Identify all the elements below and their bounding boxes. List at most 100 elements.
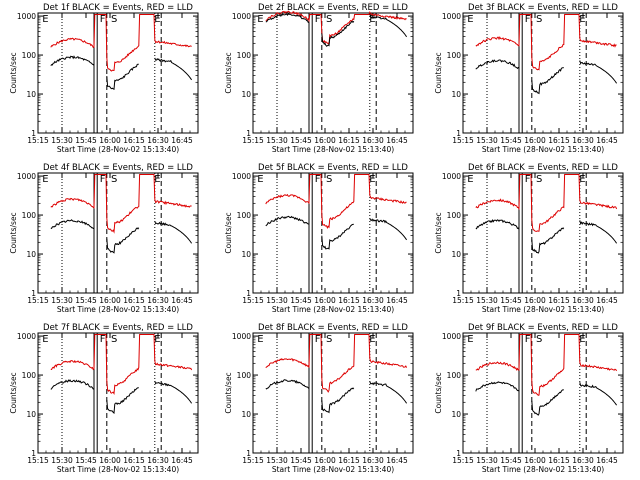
y-tick-label: 10	[241, 250, 251, 259]
series-events	[579, 382, 618, 406]
y-tick-label: 1	[31, 449, 36, 458]
series-events	[321, 223, 354, 250]
x-tick-label: 15:30	[266, 136, 288, 145]
series-lld	[50, 14, 192, 72]
y-axis-label: Counts/sec	[434, 52, 443, 93]
y-tick-label: 1	[246, 449, 251, 458]
x-axis-label: Start Time (28-Nov-02 15:13:40)	[57, 305, 179, 314]
y-tick-label: 1000	[17, 12, 36, 21]
series-events	[154, 220, 193, 244]
x-tick-label: 15:45	[500, 296, 522, 305]
x-tick-label: 15:15	[242, 136, 264, 145]
x-tick-label: 16:45	[171, 296, 193, 305]
series-events	[50, 219, 95, 230]
marker-label: F	[100, 14, 106, 25]
series-events	[265, 12, 310, 23]
marker-label: F	[315, 14, 321, 25]
panel-9: Det 9f BLACK = Events, RED = LLD 1 10 100 10…	[434, 323, 624, 474]
y-tick-label: 1	[246, 129, 251, 138]
x-tick-label: 16:00	[524, 456, 546, 465]
x-tick-label: 15:30	[476, 456, 498, 465]
marker-label: E	[579, 334, 585, 345]
x-tick-label: 16:45	[171, 136, 193, 145]
x-tick-label: 16:15	[548, 136, 570, 145]
series-events	[50, 55, 95, 66]
x-tick-label: 16:15	[548, 296, 570, 305]
series-events	[369, 13, 408, 38]
y-tick-label: 100	[447, 51, 462, 60]
y-tick-label: 1	[456, 449, 461, 458]
marker-label: F	[525, 334, 531, 345]
series-events	[265, 379, 310, 390]
x-tick-label: 16:00	[314, 456, 336, 465]
y-tick-label: 10	[241, 410, 251, 419]
x-tick-label: 16:00	[99, 136, 121, 145]
y-tick-label: 100	[22, 211, 37, 220]
y-axis-label: Counts/sec	[9, 372, 18, 413]
y-axis-label: Counts/sec	[224, 52, 233, 93]
x-tick-label: 15:45	[290, 136, 312, 145]
x-tick-label: 15:30	[266, 296, 288, 305]
x-tick-label: 15:30	[51, 456, 73, 465]
marker-label: E	[579, 174, 585, 185]
y-tick-label: 10	[451, 90, 461, 99]
panel-7: Det 7f BLACK = Events, RED = LLD 1 10 100 10…	[9, 323, 199, 474]
series-events	[106, 227, 140, 254]
marker-label: E	[369, 14, 375, 25]
panel-title: Det 9f BLACK = Events, RED = LLD	[468, 323, 618, 333]
y-axis-label: Counts/sec	[9, 52, 18, 93]
y-tick-label: 100	[237, 51, 252, 60]
series-lld	[265, 174, 407, 229]
x-tick-label: 16:45	[386, 456, 408, 465]
marker-label: F	[315, 334, 321, 345]
marker-label: S	[111, 174, 117, 185]
x-tick-label: 16:15	[548, 456, 570, 465]
x-tick-label: 15:15	[452, 136, 474, 145]
marker-label: E	[154, 174, 160, 185]
series-events	[106, 63, 139, 90]
x-tick-label: 16:45	[386, 136, 408, 145]
x-tick-label: 15:30	[266, 456, 288, 465]
marker-label: E	[257, 334, 263, 345]
series-events	[154, 57, 193, 81]
series-lld	[265, 334, 408, 393]
x-axis-label: Start Time (28-Nov-02 15:13:40)	[482, 145, 604, 154]
panel-title: Det 2f BLACK = Events, RED = LLD	[258, 3, 408, 13]
y-tick-label: 1	[31, 289, 36, 298]
marker-label: E	[579, 14, 585, 25]
marker-label: E	[467, 14, 473, 25]
series-events	[154, 380, 193, 404]
series-lld	[475, 334, 618, 396]
marker-label: S	[326, 14, 332, 25]
marker-label: E	[257, 174, 263, 185]
y-tick-label: 100	[237, 211, 252, 220]
series-events	[531, 227, 565, 254]
x-axis-label: Start Time (28-Nov-02 15:13:40)	[57, 465, 179, 474]
marker-label: E	[42, 334, 48, 345]
marker-label: F	[100, 334, 106, 345]
y-tick-label: 1000	[232, 12, 251, 21]
series-lld	[265, 10, 407, 46]
y-tick-label: 10	[241, 90, 251, 99]
y-tick-label: 100	[237, 371, 252, 380]
marker-label: E	[154, 334, 160, 345]
y-tick-label: 1000	[232, 172, 251, 181]
x-tick-label: 16:15	[338, 136, 360, 145]
x-tick-label: 15:45	[500, 136, 522, 145]
series-events	[475, 59, 520, 70]
x-tick-label: 16:15	[123, 136, 145, 145]
x-tick-label: 16:00	[524, 296, 546, 305]
x-tick-label: 16:00	[99, 296, 121, 305]
series-lld	[50, 174, 192, 234]
marker-label: E	[42, 174, 48, 185]
x-axis-label: Start Time (28-Nov-02 15:13:40)	[272, 305, 394, 314]
x-tick-label: 16:30	[362, 136, 384, 145]
marker-label: S	[326, 334, 332, 345]
x-tick-label: 15:45	[500, 456, 522, 465]
panel-title: Det 3f BLACK = Events, RED = LLD	[468, 3, 618, 13]
marker-label: S	[326, 174, 332, 185]
x-axis-label: Start Time (28-Nov-02 15:13:40)	[57, 145, 179, 154]
y-tick-label: 10	[26, 250, 36, 259]
x-tick-label: 16:45	[596, 136, 618, 145]
